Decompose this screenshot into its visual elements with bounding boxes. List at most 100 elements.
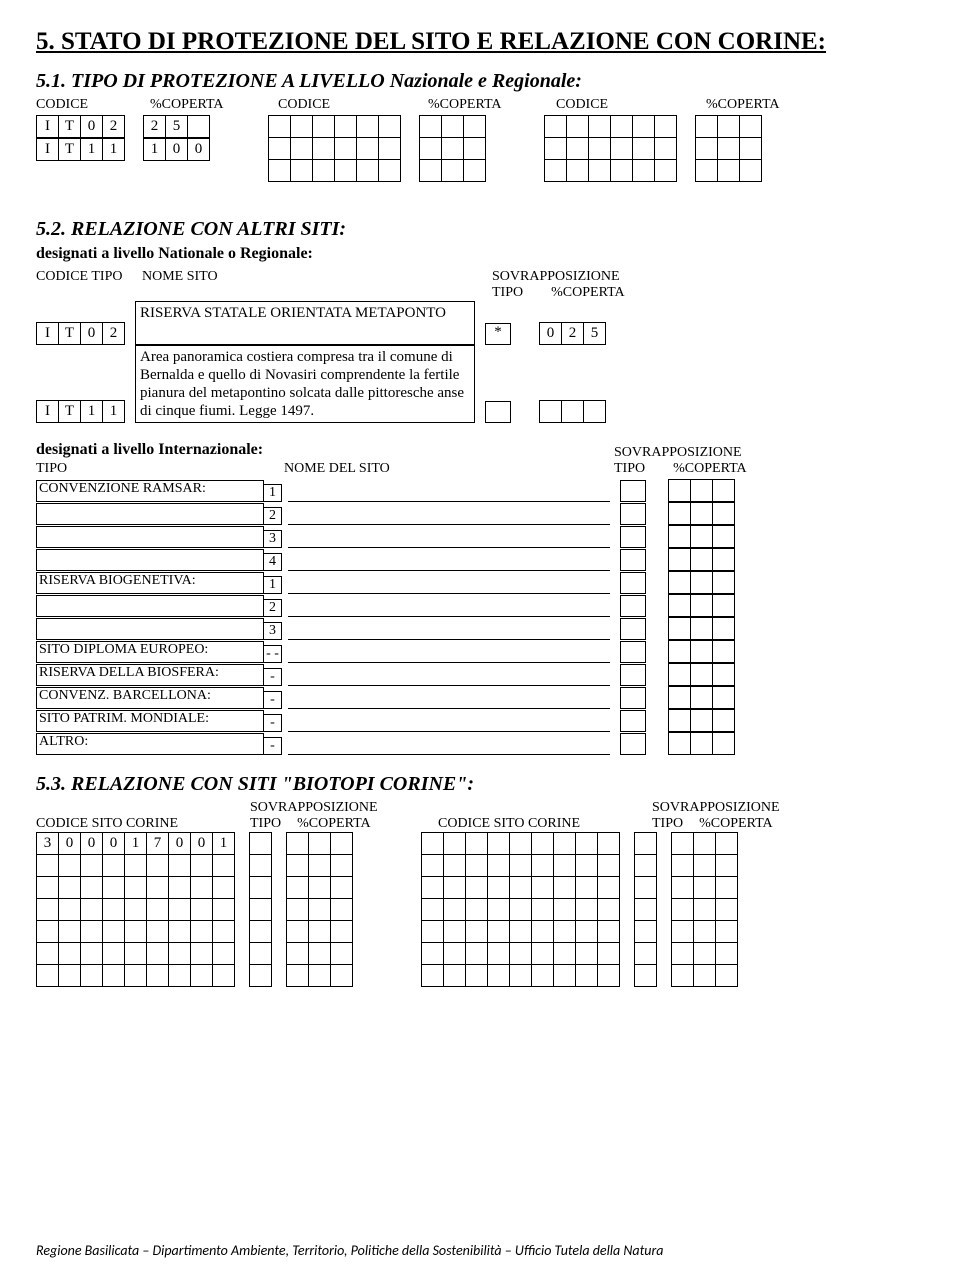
intl-site-name (288, 618, 610, 640)
cell (191, 877, 213, 899)
intl-type-label: CONVENZ. BARCELLONA: (36, 687, 264, 709)
cell (309, 943, 331, 965)
sec52-intl-subtitle: designati a livello Internazionale: (36, 441, 924, 459)
intl-tipo (620, 733, 646, 755)
intl-type-label: CONVENZIONE RAMSAR: (36, 480, 264, 502)
sec52-subtitle: designati a livello Nationale o Regional… (36, 245, 924, 263)
cell (444, 921, 466, 943)
cell (213, 899, 235, 921)
cell (191, 943, 213, 965)
cell (669, 595, 691, 617)
cell (669, 641, 691, 663)
intl-row-num: 4 (264, 553, 282, 571)
hdr-codice: CODICE (556, 97, 688, 113)
intl-row-num: 2 (264, 507, 282, 525)
cell (188, 116, 210, 138)
cell (213, 921, 235, 943)
cell (37, 943, 59, 965)
sec51-header-row: CODICE %COPERTA CODICE %COPERTA CODICE %… (36, 97, 924, 113)
cell: 2 (103, 116, 125, 138)
cell (287, 943, 309, 965)
cell (420, 160, 442, 182)
cell (713, 503, 735, 525)
intl-tipo (620, 618, 646, 640)
cell: 2 (103, 323, 125, 345)
cell: 0 (103, 833, 125, 855)
cell (589, 116, 611, 138)
cell (589, 138, 611, 160)
cell (291, 160, 313, 182)
cell (694, 833, 716, 855)
cell (554, 855, 576, 877)
cell (635, 899, 657, 921)
cell (103, 855, 125, 877)
intl-type-label: RISERVA DELLA BIOSFERA: (36, 664, 264, 686)
cell (532, 833, 554, 855)
section-5-3-title: 5.3. RELAZIONE CON SITI "BIOTOPI CORINE"… (36, 773, 924, 796)
cell (81, 877, 103, 899)
cell (37, 921, 59, 943)
cell (291, 116, 313, 138)
cell (422, 965, 444, 987)
cell (488, 877, 510, 899)
cell (37, 965, 59, 987)
cell (554, 943, 576, 965)
cell (331, 855, 353, 877)
cell (669, 618, 691, 640)
cell (669, 733, 691, 755)
intl-row-num: - (264, 737, 282, 755)
cell (716, 921, 738, 943)
cell (672, 943, 694, 965)
cell (716, 877, 738, 899)
cell (464, 116, 486, 138)
cell: 0 (81, 833, 103, 855)
cell (37, 855, 59, 877)
hdr-sovr: SOVRAPPOSIZIONE (250, 800, 370, 816)
cell (488, 943, 510, 965)
cell (691, 687, 713, 709)
hdr-tipo: TIPO (614, 461, 645, 477)
cell: T (59, 323, 81, 345)
cell (444, 943, 466, 965)
hdr-tipo: TIPO (652, 816, 683, 832)
cell (576, 855, 598, 877)
cell: 5 (166, 116, 188, 138)
cell: 2 (144, 116, 166, 138)
intl-tipo (620, 480, 646, 502)
cell: 0 (81, 116, 103, 138)
cell (554, 877, 576, 899)
cell (589, 160, 611, 182)
cell: I (37, 401, 59, 423)
cell (37, 877, 59, 899)
hdr-coperta: %COPERTA (297, 816, 371, 832)
cell (554, 899, 576, 921)
cell (103, 965, 125, 987)
cell (147, 921, 169, 943)
cell (37, 899, 59, 921)
cell (694, 855, 716, 877)
cell (691, 480, 713, 502)
cell (191, 899, 213, 921)
cell (611, 138, 633, 160)
cell (291, 138, 313, 160)
cell (696, 160, 718, 182)
cell (672, 833, 694, 855)
cell (420, 116, 442, 138)
cell (691, 526, 713, 548)
intl-site-name (288, 595, 610, 617)
cell (466, 877, 488, 899)
cell (81, 943, 103, 965)
cell (545, 116, 567, 138)
cell: 0 (540, 323, 562, 345)
cell (331, 877, 353, 899)
cell: 1 (213, 833, 235, 855)
cell: T (59, 116, 81, 138)
intl-tipo (620, 572, 646, 594)
hdr-codice-tipo: CODICE TIPO (36, 269, 132, 301)
section-5-2-title: 5.2. RELAZIONE CON ALTRI SITI: (36, 218, 924, 241)
cell (422, 877, 444, 899)
cell: T (59, 139, 81, 161)
intl-type-label (36, 549, 264, 571)
cell (691, 733, 713, 755)
cell (313, 116, 335, 138)
